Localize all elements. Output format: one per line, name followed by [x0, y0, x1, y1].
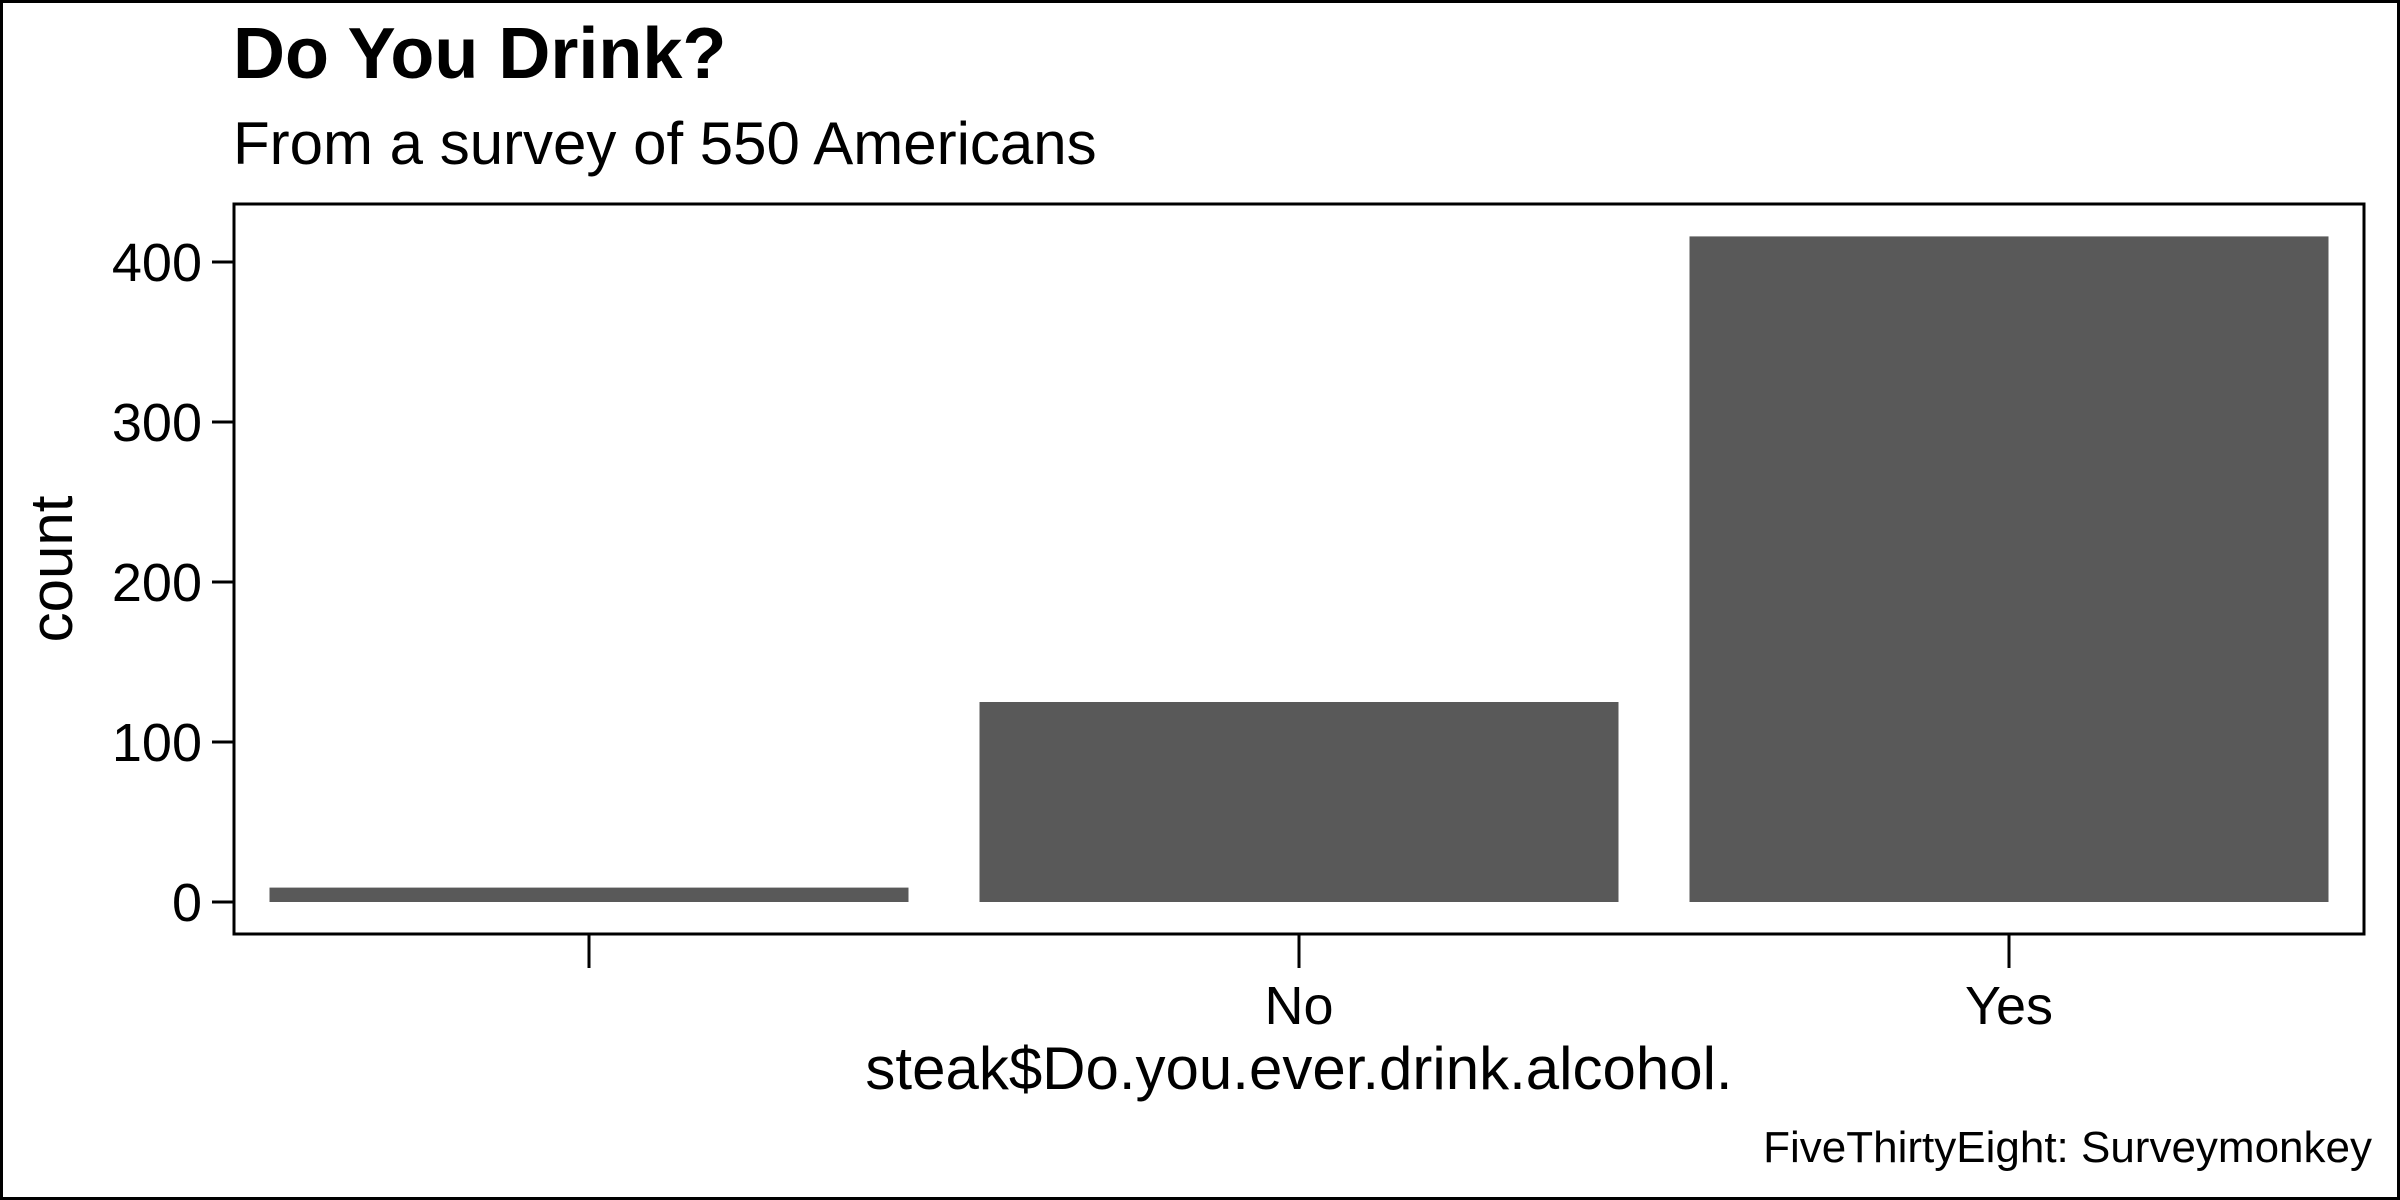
y-tick-label: 100	[112, 713, 202, 773]
y-tick-label: 200	[112, 553, 202, 613]
x-axis-title: steak$Do.you.ever.drink.alcohol.	[865, 1035, 1732, 1102]
bar-blank	[269, 887, 909, 902]
bar-yes	[1689, 236, 2329, 902]
chart-subtitle: From a survey of 550 Americans	[233, 110, 1097, 177]
y-axis-title: count	[18, 495, 85, 642]
y-tick-label: 0	[172, 873, 202, 933]
bar-no	[979, 702, 1619, 902]
y-tick-label: 300	[112, 393, 202, 453]
chart-title: Do You Drink?	[233, 14, 726, 94]
x-tick-label: Yes	[1965, 976, 2053, 1036]
bars-group	[269, 236, 2329, 902]
x-axis: No Yes	[587, 934, 2053, 1036]
y-tick-label: 400	[112, 233, 202, 293]
y-axis: 0 100 200 300 400	[112, 233, 234, 933]
chart-caption: FiveThirtyEight: Surveymonkey	[1763, 1123, 2372, 1172]
x-tick-label: No	[1264, 976, 1333, 1036]
